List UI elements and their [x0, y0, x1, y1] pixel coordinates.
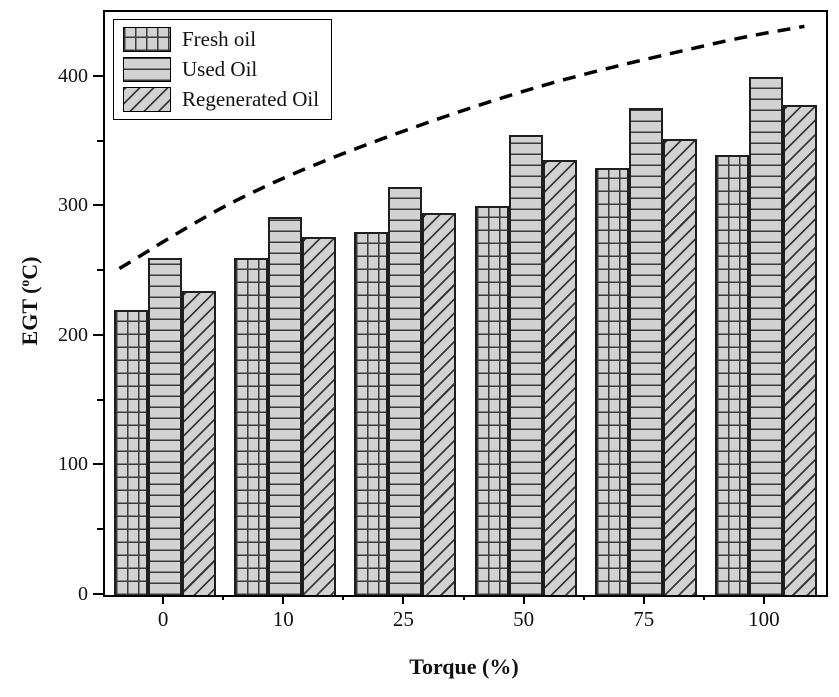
legend-item-diagonal: Regenerated Oil	[123, 87, 319, 112]
y-tick-label-300: 300	[58, 194, 88, 217]
bar-grid-torque-100	[714, 154, 749, 595]
legend-swatch-diagonal	[123, 87, 171, 112]
y-tick-label-200: 200	[58, 323, 88, 346]
bar-horizontal-torque-0	[148, 258, 183, 595]
bar-grid-torque-0	[114, 310, 149, 595]
y-major-tick-200	[93, 334, 103, 336]
bar-grid-torque-75	[594, 167, 629, 595]
x-tick-label-25: 25	[392, 607, 414, 631]
bar-grid-torque-25	[354, 232, 389, 595]
x-minor-tick-4	[583, 595, 585, 600]
x-tick-label-50: 50	[513, 607, 535, 631]
legend-item-grid: Fresh oil	[123, 27, 319, 52]
bar-diagonal-torque-10	[302, 237, 337, 595]
bars-layer	[105, 12, 826, 595]
x-major-tick-50	[523, 595, 525, 604]
x-minor-tick-2	[342, 595, 344, 600]
y-axis-title: EGT (oC)	[17, 257, 43, 346]
bar-diagonal-torque-25	[422, 212, 457, 595]
x-major-tick-100	[763, 595, 765, 604]
y-tick-label-0: 0	[78, 583, 88, 605]
x-major-tick-0	[162, 595, 164, 604]
legend-swatch-grid	[123, 27, 171, 52]
legend-item-horizontal: Used Oil	[123, 57, 319, 82]
y-tick-label-100: 100	[58, 453, 88, 476]
y-major-tick-300	[93, 204, 103, 206]
x-tick-label-75: 75	[633, 607, 655, 631]
y-tick-label-400: 400	[58, 64, 88, 87]
x-tick-label-100: 100	[748, 607, 780, 631]
y-minor-tick-50	[97, 528, 103, 530]
y-major-tick-400	[93, 75, 103, 77]
bar-horizontal-torque-10	[268, 216, 303, 595]
y-major-tick-0	[93, 593, 103, 595]
bar-diagonal-torque-0	[182, 290, 217, 595]
legend-label: Regenerated Oil	[182, 87, 320, 111]
y-axis-title-sup: o	[16, 279, 32, 287]
x-major-tick-25	[402, 595, 404, 604]
bar-horizontal-torque-25	[388, 186, 423, 595]
bar-grid-torque-50	[474, 206, 509, 595]
y-major-tick-100	[93, 463, 103, 465]
y-minor-tick-350	[97, 140, 103, 142]
y-axis-title-post: C)	[17, 256, 43, 280]
x-major-tick-10	[282, 595, 284, 604]
x-axis-title: Torque (%)	[409, 654, 519, 679]
bar-grid-torque-10	[234, 258, 269, 595]
y-axis-title-pre: EGT (	[17, 286, 43, 346]
y-minor-tick-250	[97, 269, 103, 271]
bar-horizontal-torque-50	[508, 135, 543, 595]
legend-label: Used Oil	[182, 57, 258, 81]
x-minor-tick-5	[703, 595, 705, 600]
y-minor-tick-150	[97, 399, 103, 401]
bar-diagonal-torque-50	[542, 159, 577, 595]
x-minor-tick-1	[222, 595, 224, 600]
bar-diagonal-torque-100	[782, 105, 817, 595]
x-tick-label-10: 10	[272, 607, 294, 631]
legend-swatch-horizontal	[123, 57, 171, 82]
bar-horizontal-torque-100	[748, 76, 783, 595]
legend: Fresh oil Used Oil Regenerated Oil	[113, 19, 333, 120]
x-minor-tick-3	[463, 595, 465, 600]
x-major-tick-75	[643, 595, 645, 604]
x-tick-label-0: 0	[157, 607, 169, 631]
bar-diagonal-torque-75	[662, 139, 697, 595]
trend-line-path	[118, 24, 805, 271]
plot-area: Fresh oil Used Oil Regenerated Oil	[103, 10, 828, 597]
legend-label: Fresh oil	[182, 27, 257, 51]
trend-line-curve	[118, 24, 805, 271]
bar-horizontal-torque-75	[628, 107, 663, 595]
